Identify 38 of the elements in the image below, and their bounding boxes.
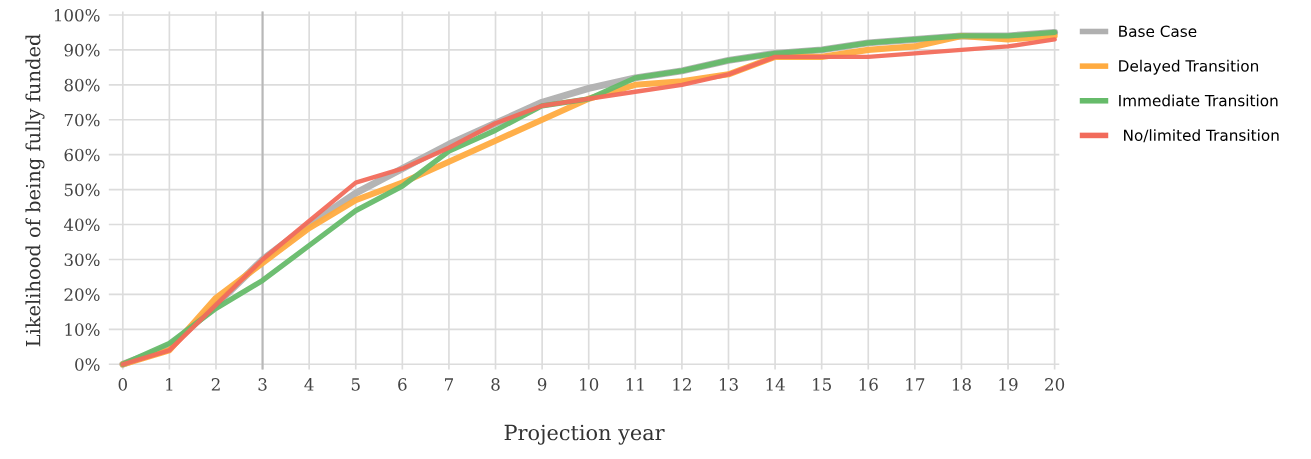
y-tick-label: 0%	[75, 358, 100, 371]
x-tick-label: 20	[1045, 378, 1065, 391]
x-tick-label: 12	[673, 378, 691, 391]
y-tick-label: 70%	[64, 113, 100, 127]
x-tick-label: 15	[813, 378, 831, 391]
legend-label: Base Case	[1119, 25, 1197, 38]
x-tick-label: 14	[766, 378, 785, 391]
x-tick-label: 11	[626, 378, 644, 391]
legend-label: Immediate Transition	[1119, 94, 1278, 107]
y-tick-label: 80%	[64, 78, 100, 92]
x-tick-label: 4	[304, 378, 314, 391]
y-tick-label: 60%	[64, 148, 100, 162]
y-tick-label: 10%	[65, 323, 100, 336]
x-tick-label: 0	[118, 378, 127, 391]
x-tick-label: 5	[351, 378, 360, 391]
x-tick-label: 8	[491, 378, 500, 391]
legend-label: Delayed Transition	[1119, 59, 1259, 75]
x-tick-label: 17	[906, 378, 925, 391]
x-tick-label: 7	[445, 378, 454, 391]
legend-label: No/limited Transition	[1124, 129, 1279, 143]
y-tick-label: 20%	[64, 288, 100, 301]
y-tick-label: 50%	[64, 183, 100, 197]
x-tick-label: 1	[166, 378, 173, 391]
x-tick-label: 13	[719, 378, 738, 391]
x-tick-label: 9	[537, 378, 547, 391]
x-tick-label: 19	[999, 378, 1018, 391]
x-tick-label: 16	[859, 378, 878, 391]
x-tick-label: 10	[580, 378, 599, 391]
x-tick-label: 18	[952, 378, 971, 391]
x-tick-label: 6	[398, 378, 407, 391]
x-tick-label: 2	[211, 378, 220, 391]
x-axis-title: Projection year	[504, 424, 665, 445]
y-tick-label: 100%	[54, 8, 100, 22]
y-tick-label: 30%	[64, 253, 100, 267]
x-tick-label: 3	[258, 378, 267, 391]
y-tick-label: 40%	[63, 218, 100, 232]
y-tick-label: 90%	[64, 43, 100, 57]
y-axis-title: Likelihood of being fully funded	[25, 34, 45, 347]
